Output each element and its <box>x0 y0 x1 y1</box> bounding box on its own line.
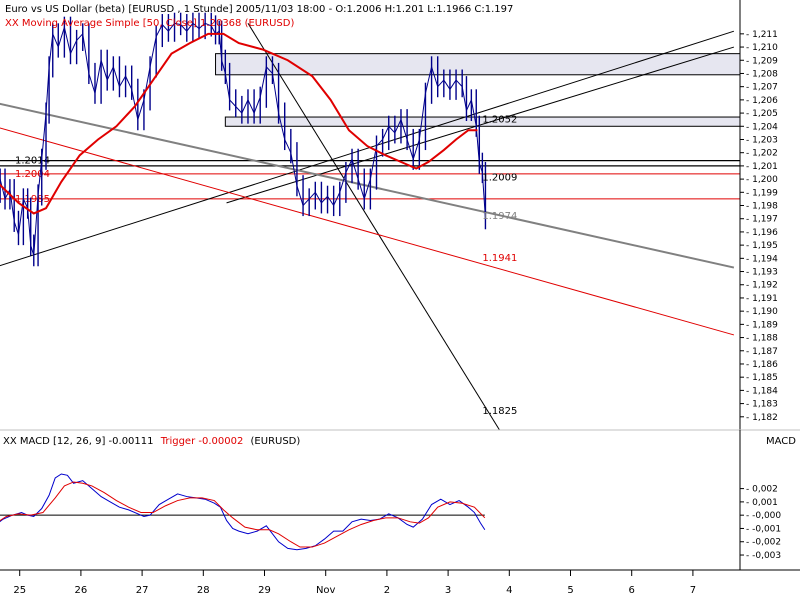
price-tick-label-24: - 1,187 <box>746 347 778 357</box>
time-label-2: 27 <box>136 585 149 596</box>
time-label-0: 25 <box>13 585 26 596</box>
macd-tick-label-1: - 0,001 <box>746 498 778 508</box>
instrument-title: Euro vs US Dollar (beta) [EURUSD , 1 Stu… <box>5 4 513 15</box>
macd-tick-label-5: - -0,003 <box>746 551 781 561</box>
value-label-4: 1.1825 <box>482 406 517 417</box>
moving-average-series <box>0 32 478 215</box>
value-labels: 1.2052 1.2009 1.1974 1.1941 1.1825 <box>482 114 517 417</box>
price-axis: - 1,211 - 1,210 - 1,209 - 1,208 - 1,207 - 1,2… <box>740 30 778 423</box>
macd-tick-label-2: - -0,000 <box>746 511 781 521</box>
time-label-11: 7 <box>690 585 696 596</box>
macd-tick-label-0: - 0,002 <box>746 485 778 495</box>
price-tick-label-4: - 1,207 <box>746 83 778 93</box>
price-tick-label-23: - 1,188 <box>746 334 778 344</box>
price-tick-label-7: - 1,204 <box>746 122 778 132</box>
level-label-2: 1.2004 <box>15 169 50 180</box>
price-tick-label-17: - 1,194 <box>746 254 778 264</box>
time-label-1: 26 <box>75 585 88 596</box>
price-tick-label-8: - 1,203 <box>746 135 778 145</box>
macd-legend-prefix: XX MACD [12, 26, 9] -0.00111 <box>3 436 154 447</box>
price-tick-label-27: - 1,184 <box>746 386 778 396</box>
macd-axis: - 0,002 - 0,001 - -0,000 - -0,001 - -0,002 - … <box>740 485 781 561</box>
level-label-3: 1.1985 <box>15 194 50 205</box>
time-label-4: 29 <box>258 585 271 596</box>
price-tick-label-19: - 1,192 <box>746 281 778 291</box>
macd-legend: XX MACD [12, 26, 9] -0.00111 Trigger -0.… <box>3 436 300 447</box>
macd-series <box>0 473 486 551</box>
price-tick-label-20: - 1,191 <box>746 294 778 304</box>
value-label-1: 1.2009 <box>482 172 517 183</box>
price-tick-label-18: - 1,193 <box>746 268 778 278</box>
value-label-0: 1.2052 <box>482 114 517 125</box>
value-label-3: 1.1941 <box>482 253 517 264</box>
moving-average-line <box>0 32 478 215</box>
price-tick-label-1: - 1,210 <box>746 43 778 53</box>
price-tick-label-15: - 1,196 <box>746 228 778 238</box>
price-tick-label-22: - 1,189 <box>746 320 778 330</box>
macd-legend-trigger: Trigger -0.00002 <box>160 436 244 447</box>
macd-legend-suffix: (EURUSD) <box>251 436 301 447</box>
macd-tick-label-3: - -0,001 <box>746 524 781 534</box>
price-tick-label-26: - 1,185 <box>746 373 778 383</box>
macd-series-trigger <box>0 481 486 548</box>
main-header: Euro vs US Dollar (beta) [EURUSD , 1 Stu… <box>5 4 513 29</box>
time-label-5: Nov <box>316 585 336 596</box>
time-label-10: 6 <box>629 585 635 596</box>
time-label-9: 5 <box>567 585 573 596</box>
time-label-7: 3 <box>445 585 451 596</box>
ma-legend: XX Moving Average Simple [50, Close] 1.2… <box>5 18 294 29</box>
price-tick-label-12: - 1,199 <box>746 188 778 198</box>
price-tick-label-25: - 1,186 <box>746 360 778 370</box>
trend-line-0 <box>0 30 735 267</box>
price-tick-label-2: - 1,209 <box>746 56 778 66</box>
price-tick-label-21: - 1,190 <box>746 307 778 317</box>
value-label-2: 1.1974 <box>482 211 517 222</box>
time-label-6: 2 <box>384 585 390 596</box>
price-line <box>0 22 486 256</box>
price-tick-label-6: - 1,205 <box>746 109 778 119</box>
macd-header: XX MACD [12, 26, 9] -0.00111 Trigger -0.… <box>3 436 796 447</box>
macd-axis-title: MACD <box>766 436 796 447</box>
price-tick-label-11: - 1,200 <box>746 175 778 185</box>
price-tick-label-10: - 1,201 <box>746 162 778 172</box>
level-label-0: 1.2014 <box>15 156 50 167</box>
trend-line-4 <box>0 127 735 336</box>
price-tick-label-0: - 1,211 <box>746 30 778 40</box>
price-tick-label-28: - 1,183 <box>746 400 778 410</box>
time-label-8: 4 <box>506 585 512 596</box>
price-tick-label-3: - 1,208 <box>746 69 778 79</box>
price-series <box>0 12 487 267</box>
macd-series-macd <box>0 473 486 551</box>
trend-line-1 <box>226 46 735 204</box>
price-tick-label-29: - 1,182 <box>746 413 778 423</box>
price-tick-label-13: - 1,198 <box>746 202 778 212</box>
price-tick-label-9: - 1,202 <box>746 149 778 159</box>
price-tick-label-14: - 1,197 <box>746 215 778 225</box>
trend-line-2 <box>247 23 500 431</box>
macd-tick-label-4: - -0,002 <box>746 538 781 548</box>
price-tick-label-5: - 1,206 <box>746 96 778 106</box>
time-label-3: 28 <box>197 585 210 596</box>
price-tick-label-16: - 1,195 <box>746 241 778 251</box>
time-axis: 25 26 27 28 29 Nov 2 3 4 5 6 7 <box>13 570 696 596</box>
